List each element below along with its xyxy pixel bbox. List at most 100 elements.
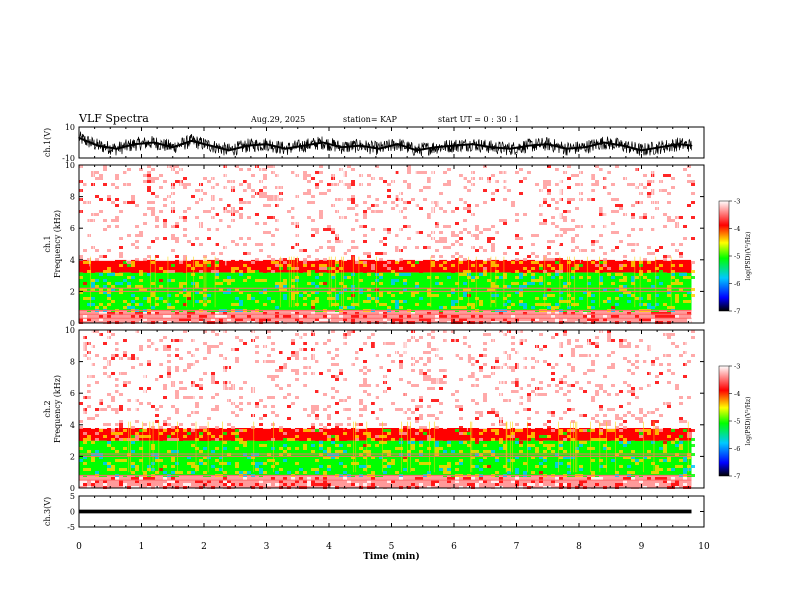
spectral-cell: [467, 246, 471, 249]
spectral-cell: [439, 261, 443, 264]
spectral-cell: [435, 231, 439, 234]
spectral-cell: [199, 408, 203, 411]
spectral-cell: [311, 267, 315, 270]
spectral-cell: [187, 471, 191, 474]
spectral-cell: [195, 471, 199, 474]
spectral-cell: [131, 369, 135, 372]
spectral-cell: [651, 192, 655, 195]
spectral-cell: [107, 423, 111, 426]
spectral-cell: [583, 237, 587, 240]
spectral-cell: [531, 180, 535, 183]
spectral-cell: [123, 168, 127, 171]
ch1-waveform-line: [78, 136, 692, 152]
spectral-cell: [251, 225, 255, 228]
spectral-cell: [263, 264, 267, 267]
spectral-cell: [555, 267, 559, 270]
spectral-cell: [111, 231, 115, 234]
spectral-cell: [155, 471, 159, 474]
spectral-cell: [103, 459, 107, 462]
spectral-cell: [135, 255, 139, 258]
spectral-cell: [591, 177, 595, 180]
spectral-cell: [195, 468, 199, 471]
spectral-cell: [203, 414, 207, 417]
spectral-cell: [507, 306, 511, 309]
spectral-cell: [315, 204, 319, 207]
spectral-cell: [671, 174, 675, 177]
spectral-cell: [407, 237, 411, 240]
spectral-cell: [183, 369, 187, 372]
spectral-cell: [191, 423, 195, 426]
spectral-cell: [87, 234, 91, 237]
spectral-cell: [167, 270, 171, 273]
spectral-cell: [523, 288, 527, 291]
spectral-cell: [127, 225, 131, 228]
spectral-cell: [495, 282, 499, 285]
spectral-cell: [243, 291, 247, 294]
ch1-data-point: [621, 144, 624, 147]
spectral-cell: [123, 300, 127, 303]
spectral-cell: [163, 333, 167, 336]
spectral-cell: [439, 207, 443, 210]
spectral-cell: [91, 408, 95, 411]
spectral-cell: [323, 315, 327, 318]
spectral-cell: [507, 204, 511, 207]
spectral-cell: [139, 396, 143, 399]
spectral-cell: [127, 345, 131, 348]
spectral-cell: [179, 468, 183, 471]
spectral-cell: [415, 258, 419, 261]
spectral-cell: [591, 183, 595, 186]
spectral-cell: [587, 189, 591, 192]
spectral-cell: [419, 282, 423, 285]
spectral-cell: [595, 198, 599, 201]
spectral-cell: [175, 354, 179, 357]
spectral-cell: [111, 204, 115, 207]
spectral-cell: [211, 252, 215, 255]
spectral-cell: [223, 480, 227, 483]
spectral-cell: [163, 426, 167, 429]
spectral-cell: [179, 339, 183, 342]
spectral-cell: [87, 282, 91, 285]
spectral-cell: [111, 417, 115, 420]
spectral-cell: [435, 240, 439, 243]
spectral-cell: [539, 213, 543, 216]
spectral-cell: [175, 204, 179, 207]
spectral-cell: [551, 240, 555, 243]
spectral-cell: [399, 225, 403, 228]
spectral-cell: [211, 462, 215, 465]
spectral-cell: [487, 288, 491, 291]
spectral-cell: [435, 315, 439, 318]
spectral-cell: [603, 255, 607, 258]
spectral-cell: [319, 177, 323, 180]
spectral-cell: [683, 240, 687, 243]
spectral-cell: [291, 297, 295, 300]
spectral-cell: [111, 228, 115, 231]
spectral-cell: [159, 357, 163, 360]
spectral-cell: [343, 276, 347, 279]
spectral-cell: [595, 282, 599, 285]
spectral-cell: [547, 264, 551, 267]
spectral-cell: [607, 213, 611, 216]
spectral-cell: [419, 222, 423, 225]
spectral-cell: [607, 291, 611, 294]
spectral-cell: [183, 285, 187, 288]
spectral-cell: [475, 204, 479, 207]
spectral-cell: [99, 471, 103, 474]
spectral-cell: [427, 312, 431, 315]
spectral-cell: [175, 480, 179, 483]
spectral-cell: [83, 261, 87, 264]
spectral-cell: [387, 189, 391, 192]
spectral-cell: [403, 207, 407, 210]
spectral-cell: [595, 201, 599, 204]
spectral-cell: [331, 267, 335, 270]
spectral-cell: [355, 198, 359, 201]
spectral-cell: [131, 477, 135, 480]
spectral-cell: [111, 171, 115, 174]
spectral-cell: [439, 315, 443, 318]
spectral-cell: [615, 189, 619, 192]
spectral-cell: [675, 288, 679, 291]
spectral-cell: [211, 210, 215, 213]
spectral-cell: [163, 207, 167, 210]
spectral-cell: [91, 345, 95, 348]
spectral-cell: [387, 297, 391, 300]
spectral-cell: [399, 240, 403, 243]
